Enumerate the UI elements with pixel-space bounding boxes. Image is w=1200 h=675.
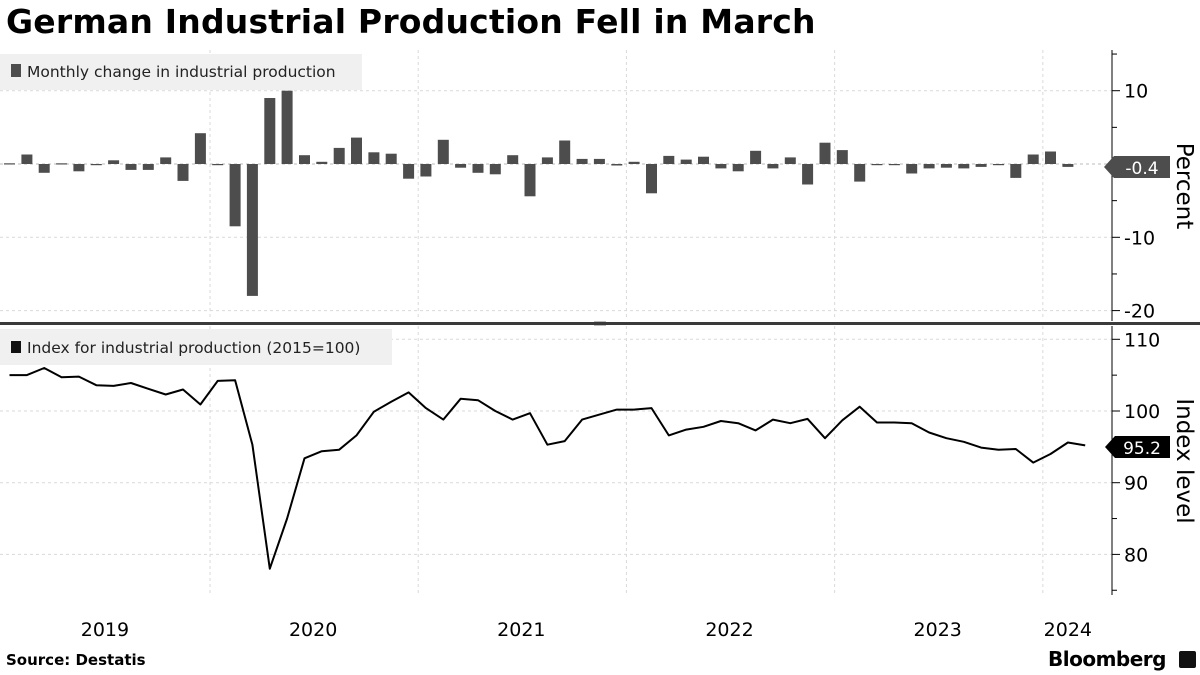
bar[interactable] <box>906 164 918 174</box>
bar[interactable] <box>455 164 467 168</box>
bar-y-tick-label: -10 <box>1124 227 1155 249</box>
bar[interactable] <box>108 160 120 164</box>
x-tick-label: 2024 <box>1044 619 1092 641</box>
bar[interactable] <box>1027 154 1039 165</box>
bar[interactable] <box>21 154 33 165</box>
bar-legend-swatch <box>11 64 21 77</box>
bar-last-value-tag: -0.4 <box>1104 156 1170 179</box>
bar[interactable] <box>90 164 102 166</box>
bar[interactable] <box>576 158 588 164</box>
axes: 10 -10 -20 110 100 90 80 2019 2020 2021 2022 2023 20… <box>81 50 1160 641</box>
bar[interactable] <box>1010 164 1022 178</box>
bar[interactable] <box>299 155 310 164</box>
bar-legend[interactable]: Monthly change in industrial production <box>0 54 362 90</box>
bar[interactable] <box>680 159 692 164</box>
line-y-tick-label: 90 <box>1124 473 1148 495</box>
bar[interactable] <box>958 164 970 169</box>
bar-legend-label: Monthly change in industrial production <box>27 63 336 81</box>
bloomberg-terminal-icon <box>1179 651 1196 668</box>
bar[interactable] <box>385 153 397 164</box>
x-tick-label: 2021 <box>497 619 545 641</box>
bar[interactable] <box>698 156 709 164</box>
bar-last-value-label: -0.4 <box>1125 159 1158 179</box>
bar[interactable] <box>437 139 449 164</box>
source-note: Source: Destatis <box>6 651 146 669</box>
bar[interactable] <box>975 164 987 167</box>
bar[interactable] <box>420 164 432 177</box>
bar-y-tick-label: -20 <box>1124 301 1155 323</box>
chart-title: German Industrial Production Fell in Mar… <box>6 2 816 41</box>
bar[interactable] <box>732 164 744 172</box>
bar[interactable] <box>316 161 328 164</box>
bar[interactable] <box>836 150 848 164</box>
bar-series <box>4 90 1074 296</box>
bar[interactable] <box>802 164 814 185</box>
bar[interactable] <box>541 157 553 164</box>
bar[interactable] <box>472 164 484 173</box>
bar-y-tick-label: 10 <box>1124 81 1148 103</box>
bar[interactable] <box>663 155 675 164</box>
bar[interactable] <box>56 163 68 165</box>
bar[interactable] <box>246 164 258 296</box>
bar[interactable] <box>593 158 605 164</box>
bar[interactable] <box>194 133 206 164</box>
bar[interactable] <box>923 164 935 169</box>
x-tick-label: 2023 <box>914 619 962 641</box>
bar[interactable] <box>142 164 154 170</box>
bar[interactable] <box>611 164 623 166</box>
index-line[interactable] <box>9 367 1086 570</box>
bar[interactable] <box>940 164 952 168</box>
bar[interactable] <box>177 164 189 181</box>
bar[interactable] <box>403 164 415 179</box>
bar[interactable] <box>489 164 501 175</box>
bar[interactable] <box>715 164 727 169</box>
bar[interactable] <box>559 140 571 165</box>
bar[interactable] <box>784 157 796 164</box>
bar[interactable] <box>1045 151 1056 165</box>
bar[interactable] <box>871 164 883 166</box>
bar[interactable] <box>73 164 85 172</box>
x-tick-label: 2022 <box>705 619 753 641</box>
bar[interactable] <box>888 164 900 166</box>
line-last-value-tag: 95.2 <box>1105 436 1170 459</box>
bar[interactable] <box>264 98 276 164</box>
line-last-value-label: 95.2 <box>1123 439 1161 459</box>
bloomberg-logo: Bloomberg <box>1048 647 1166 671</box>
x-tick-label: 2019 <box>81 619 129 641</box>
line-y-tick-label: 100 <box>1124 401 1160 423</box>
bar[interactable] <box>628 161 640 164</box>
bar[interactable] <box>854 164 866 182</box>
bar[interactable] <box>333 147 345 164</box>
line-y-tick-label: 80 <box>1124 544 1148 566</box>
bar[interactable] <box>368 152 380 164</box>
bar[interactable] <box>229 164 241 227</box>
bar[interactable] <box>819 142 831 164</box>
bar[interactable] <box>281 90 293 164</box>
bar[interactable] <box>524 164 536 197</box>
bar[interactable] <box>750 150 762 164</box>
bar[interactable] <box>125 164 137 170</box>
bar[interactable] <box>160 157 172 164</box>
x-tick-label: 2020 <box>289 619 337 641</box>
line-legend[interactable]: Index for industrial production (2015=10… <box>0 329 392 365</box>
bar[interactable] <box>1062 164 1074 167</box>
bar[interactable] <box>993 164 1004 166</box>
line-series <box>9 367 1086 570</box>
line-legend-label: Index for industrial production (2015=10… <box>27 339 360 357</box>
bar[interactable] <box>351 137 362 164</box>
line-legend-swatch <box>11 341 21 353</box>
bar[interactable] <box>507 155 519 164</box>
bar[interactable] <box>38 164 50 173</box>
line-y-axis-title: Index level <box>1171 398 1197 523</box>
bar[interactable] <box>646 164 657 194</box>
bar-y-axis-title: Percent <box>1171 143 1197 230</box>
bar[interactable] <box>767 164 779 169</box>
gridlines <box>0 50 1112 595</box>
line-y-tick-label: 110 <box>1124 329 1160 351</box>
bar[interactable] <box>4 163 15 165</box>
bar[interactable] <box>212 164 224 166</box>
